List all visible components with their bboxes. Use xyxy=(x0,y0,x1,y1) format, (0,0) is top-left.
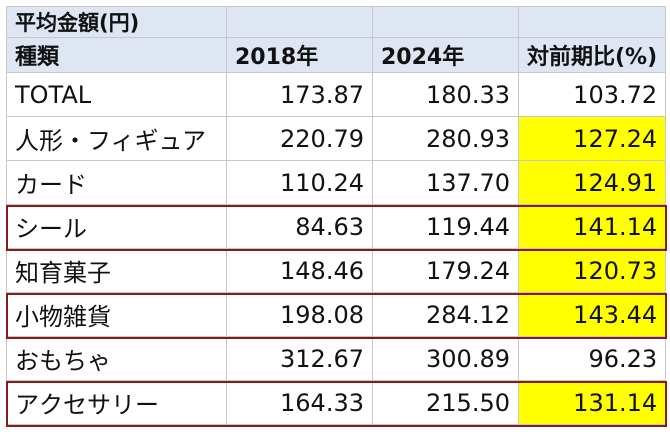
empty-cell xyxy=(372,6,519,38)
category-cell: シール xyxy=(6,204,227,249)
value-2024-cell: 180.33 xyxy=(372,72,519,117)
value-2024-cell: 215.50 xyxy=(372,380,519,425)
ratio-cell: 141.14 xyxy=(517,204,667,249)
category-cell: TOTAL xyxy=(6,72,227,117)
category-cell: 知育菓子 xyxy=(6,248,227,293)
ratio-cell: 96.23 xyxy=(517,336,667,381)
value-2018-cell: 173.87 xyxy=(226,72,373,117)
table-title: 平均金額(円) xyxy=(6,6,227,38)
value-2024-cell: 300.89 xyxy=(372,336,519,381)
header-ratio: 対前期比(%) xyxy=(517,37,667,73)
table-row: 人形・フィギュア 220.79 280.93 127.24 xyxy=(6,116,667,161)
value-2018-cell: 110.24 xyxy=(226,160,373,205)
ratio-cell: 103.72 xyxy=(517,72,667,117)
table-row: カード 110.24 137.70 124.91 xyxy=(6,160,667,205)
ratio-cell: 143.44 xyxy=(517,292,667,337)
header-2018: 2018年 xyxy=(226,37,373,73)
category-cell: アクセサリー xyxy=(6,380,227,425)
value-2018-cell: 84.63 xyxy=(226,204,373,249)
value-2024-cell: 280.93 xyxy=(372,116,519,161)
value-2024-cell: 137.70 xyxy=(372,160,519,205)
table-row: おもちゃ 312.67 300.89 96.23 xyxy=(6,336,667,381)
ratio-cell: 120.73 xyxy=(517,248,667,293)
ratio-cell: 124.91 xyxy=(517,160,667,205)
category-cell: カード xyxy=(6,160,227,205)
table-row: アクセサリー 164.33 215.50 131.14 xyxy=(6,380,667,425)
category-cell: おもちゃ xyxy=(6,336,227,381)
value-2024-cell: 284.12 xyxy=(372,292,519,337)
value-2018-cell: 164.33 xyxy=(226,380,373,425)
ratio-cell: 127.24 xyxy=(517,116,667,161)
empty-cell xyxy=(517,6,667,38)
ratio-cell: 131.14 xyxy=(517,380,667,425)
table-row: 小物雑貨 198.08 284.12 143.44 xyxy=(6,292,667,337)
table-row: TOTAL 173.87 180.33 103.72 xyxy=(6,72,667,117)
value-2018-cell: 312.67 xyxy=(226,336,373,381)
header-row: 種類 2018年 2024年 対前期比(%) xyxy=(6,37,667,73)
value-2018-cell: 148.46 xyxy=(226,248,373,293)
header-2024: 2024年 xyxy=(372,37,519,73)
category-cell: 小物雑貨 xyxy=(6,292,227,337)
value-2024-cell: 119.44 xyxy=(372,204,519,249)
table-row: 知育菓子 148.46 179.24 120.73 xyxy=(6,248,667,293)
value-2018-cell: 198.08 xyxy=(226,292,373,337)
value-2024-cell: 179.24 xyxy=(372,248,519,293)
empty-cell xyxy=(226,6,373,38)
value-2018-cell: 220.79 xyxy=(226,116,373,161)
header-type: 種類 xyxy=(6,37,227,73)
average-amount-table: 平均金額(円) 種類 2018年 2024年 対前期比(%) TOTAL 173.… xyxy=(5,6,667,427)
category-cell: 人形・フィギュア xyxy=(6,116,227,161)
table-row: シール 84.63 119.44 141.14 xyxy=(6,204,667,249)
title-row: 平均金額(円) xyxy=(6,6,667,38)
